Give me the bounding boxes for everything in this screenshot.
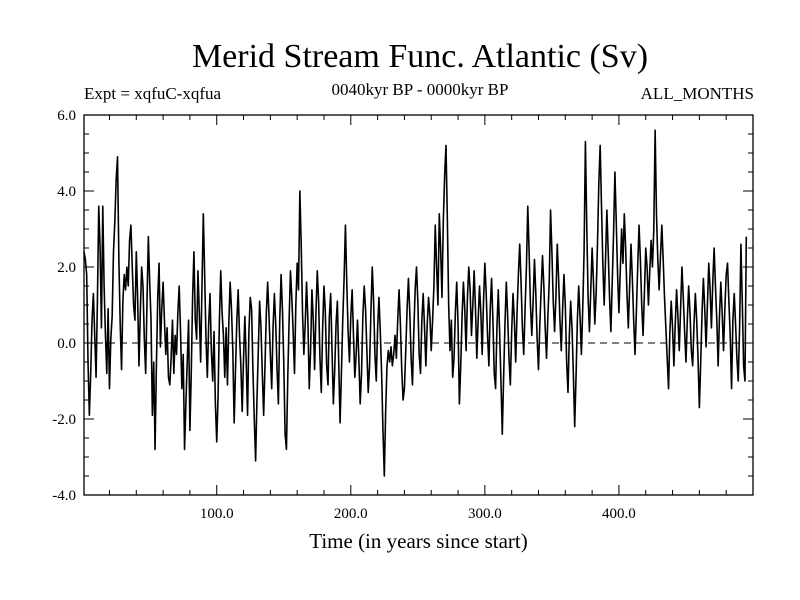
y-tick-label: -2.0 bbox=[52, 412, 76, 428]
axis-ticks bbox=[84, 114, 753, 496]
y-tick-label: 4.0 bbox=[57, 184, 76, 200]
x-tick-label: 100.0 bbox=[200, 506, 234, 522]
series-line-0 bbox=[83, 129, 748, 477]
y-tick-label: 0.0 bbox=[57, 336, 76, 352]
y-tick-label: 2.0 bbox=[57, 260, 76, 276]
chart-title: Merid Stream Func. Atlantic (Sv) bbox=[191, 38, 649, 75]
series-lines bbox=[83, 129, 748, 477]
tick-labels: -4.0 -2.0 0.0 2.0 4.0 6.0 100.0 200.0 300.0 400.0 bbox=[52, 108, 636, 522]
y-tick-label: 6.0 bbox=[57, 108, 76, 124]
months-label: ALL_MONTHS bbox=[640, 84, 754, 103]
y-tick-label: -4.0 bbox=[52, 488, 76, 504]
x-tick-label: 200.0 bbox=[334, 506, 368, 522]
period-label: 0040kyr BP - 0000kyr BP bbox=[331, 80, 509, 99]
x-tick-label: 300.0 bbox=[468, 506, 502, 522]
experiment-label: Expt = xqfuC-xqfua bbox=[84, 84, 222, 103]
x-axis-label: Time (in years since start) bbox=[309, 529, 528, 553]
x-tick-label: 400.0 bbox=[602, 506, 636, 522]
